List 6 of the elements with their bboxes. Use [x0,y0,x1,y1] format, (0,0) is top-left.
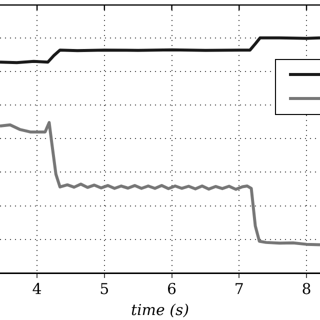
x-tick-label: 5 [100,280,110,298]
x-tick-label: 7 [234,280,244,298]
x-axis-title: time (s) [130,300,190,319]
x-tick-label: 4 [32,280,42,298]
x-tick-label: 8 [302,280,312,298]
x-tick-label: 6 [167,280,177,298]
